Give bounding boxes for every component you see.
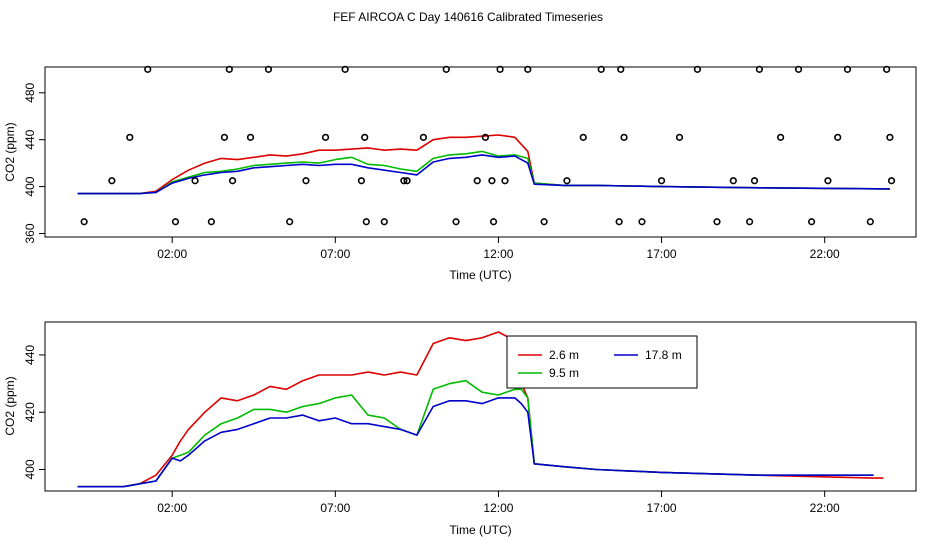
data-marker bbox=[452, 218, 460, 226]
data-marker bbox=[620, 133, 628, 141]
data-marker bbox=[191, 177, 199, 185]
data-marker bbox=[496, 65, 504, 73]
data-marker bbox=[361, 133, 369, 141]
data-marker bbox=[246, 133, 255, 141]
series-line-2 bbox=[77, 397, 874, 488]
x-tick-label: 17:00 bbox=[647, 247, 677, 261]
data-marker bbox=[501, 177, 509, 185]
data-marker bbox=[693, 65, 702, 73]
y-tick-label: 440 bbox=[23, 129, 37, 149]
legend: 2.6 m 9.5 m 17.8 m bbox=[506, 335, 698, 389]
x-tick-label: 22:00 bbox=[810, 501, 840, 515]
data-marker bbox=[808, 218, 816, 226]
data-marker bbox=[794, 65, 803, 73]
data-marker bbox=[886, 133, 894, 141]
x-tick-label: 02:00 bbox=[157, 501, 187, 515]
data-marker bbox=[400, 177, 408, 185]
data-marker bbox=[207, 218, 215, 226]
x-axis-label: Time (UTC) bbox=[449, 268, 511, 282]
data-marker bbox=[866, 218, 874, 226]
data-marker bbox=[481, 133, 489, 141]
series-line-1 bbox=[77, 379, 874, 488]
data-marker bbox=[488, 177, 496, 185]
series-line-2 bbox=[77, 154, 890, 195]
data-marker bbox=[442, 65, 450, 73]
data-marker bbox=[843, 65, 852, 73]
x-tick-label: 07:00 bbox=[320, 501, 350, 515]
series-group bbox=[77, 134, 890, 195]
y-tick-label: 440 bbox=[23, 345, 37, 365]
data-marker bbox=[617, 65, 625, 73]
data-marker bbox=[834, 133, 842, 141]
legend-entry-label: 17.8 m bbox=[645, 348, 682, 362]
y-tick-label: 400 bbox=[23, 459, 37, 479]
chart-title: FEF AIRCOA C Day 140616 Calibrated Times… bbox=[333, 10, 603, 24]
y-tick-label: 480 bbox=[23, 82, 37, 102]
data-marker bbox=[615, 218, 623, 226]
y-axis-label: CO2 (ppm) bbox=[3, 122, 17, 181]
series-line-0 bbox=[77, 134, 890, 195]
x-tick-label: 07:00 bbox=[320, 247, 350, 261]
data-marker bbox=[524, 65, 532, 73]
data-marker bbox=[746, 218, 754, 226]
series-group bbox=[77, 331, 884, 488]
data-marker bbox=[419, 133, 428, 141]
data-marker bbox=[302, 177, 310, 185]
data-marker bbox=[228, 177, 237, 185]
plot-frame bbox=[44, 321, 917, 492]
data-marker bbox=[657, 177, 666, 185]
data-marker bbox=[473, 177, 481, 185]
data-marker bbox=[887, 177, 896, 185]
y-tick-label: 420 bbox=[23, 402, 37, 422]
data-marker bbox=[824, 177, 832, 185]
x-tick-label: 12:00 bbox=[483, 247, 513, 261]
series-line-0 bbox=[77, 331, 884, 488]
legend-entry-label: 2.6 m bbox=[549, 348, 579, 362]
data-marker bbox=[286, 218, 294, 226]
data-marker bbox=[80, 218, 88, 226]
data-marker bbox=[750, 177, 759, 185]
y-axis-label: CO2 (ppm) bbox=[3, 376, 17, 435]
data-marker bbox=[126, 133, 134, 141]
x-tick-label: 17:00 bbox=[647, 501, 677, 515]
bottom-panel-timeseries-plot: 02:00 07:00 12:00 17:00 22:00 400 420 440 Time (… bbox=[3, 321, 917, 537]
top-panel-timeseries-plot: 02:00 07:00 12:00 17:00 22:00 360 400 440 480 Tim… bbox=[3, 65, 917, 282]
x-axis-label: Time (UTC) bbox=[449, 523, 511, 537]
legend-entry-label: 9.5 m bbox=[549, 366, 579, 380]
data-marker bbox=[403, 177, 411, 185]
data-marker bbox=[540, 218, 548, 226]
data-marker bbox=[597, 65, 605, 73]
legend-box bbox=[506, 335, 698, 389]
data-marker bbox=[675, 133, 684, 141]
x-tick-label: 12:00 bbox=[483, 501, 513, 515]
data-marker bbox=[171, 218, 180, 226]
data-marker bbox=[362, 218, 370, 226]
data-marker bbox=[341, 65, 349, 73]
data-marker bbox=[729, 177, 737, 185]
data-marker bbox=[638, 218, 646, 226]
data-marker bbox=[563, 177, 571, 185]
data-marker bbox=[380, 218, 388, 226]
data-marker bbox=[777, 133, 785, 141]
data-marker bbox=[713, 218, 721, 226]
x-tick-label: 22:00 bbox=[810, 247, 840, 261]
data-marker bbox=[144, 65, 152, 73]
data-marker bbox=[755, 65, 764, 73]
data-marker bbox=[264, 65, 273, 73]
data-marker bbox=[357, 177, 366, 185]
x-tick-label: 02:00 bbox=[157, 247, 187, 261]
y-tick-label: 360 bbox=[23, 223, 37, 243]
data-marker bbox=[321, 133, 330, 141]
data-marker bbox=[883, 65, 891, 73]
plot-frame bbox=[44, 66, 917, 238]
data-marker bbox=[220, 133, 229, 141]
data-marker bbox=[579, 133, 587, 141]
data-marker bbox=[225, 65, 233, 73]
y-tick-label: 400 bbox=[23, 176, 37, 196]
data-marker bbox=[108, 177, 116, 185]
data-marker bbox=[489, 218, 498, 226]
